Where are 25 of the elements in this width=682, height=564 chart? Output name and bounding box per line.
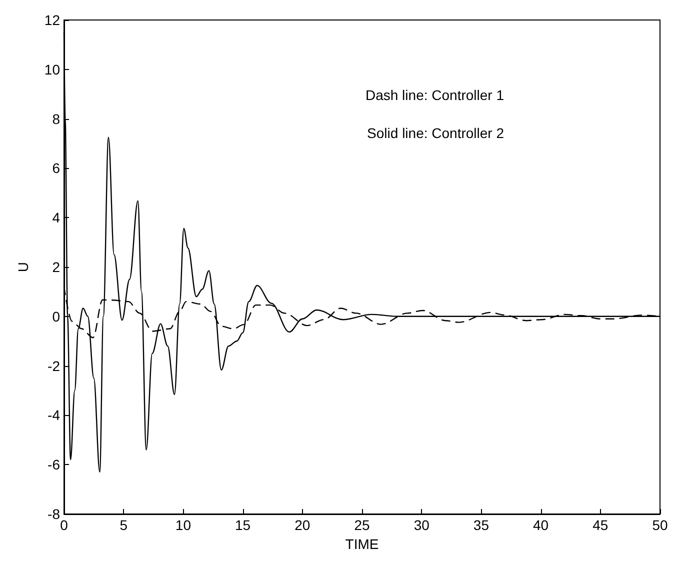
y-tick-label: -2 — [48, 358, 60, 374]
x-tick-label: 15 — [235, 517, 251, 533]
x-tick-label: 45 — [592, 517, 608, 533]
y-tick-label: 8 — [52, 110, 60, 127]
x-tick-label: 35 — [473, 517, 490, 533]
x-tick-label: 30 — [414, 517, 430, 533]
x-tick-label: 5 — [120, 517, 128, 533]
y-axis-title: U — [15, 262, 31, 272]
y-tick-label: 6 — [52, 160, 60, 176]
x-tick-label: 25 — [354, 517, 370, 533]
y-tick-label: 0 — [52, 308, 60, 324]
x-tick-label: 50 — [652, 517, 668, 533]
y-tick-label: -4 — [48, 407, 60, 424]
x-tick-label: 10 — [175, 517, 192, 533]
annotation: Dash line: Controller 1 — [365, 87, 504, 103]
annotation: Solid line: Controller 2 — [367, 125, 504, 141]
y-tick-label: 12 — [44, 12, 60, 28]
y-tick-label: 4 — [52, 210, 60, 226]
y-tick-label: -6 — [48, 456, 60, 473]
x-axis-title: TIME — [345, 536, 379, 552]
x-tick-label: 40 — [533, 517, 549, 533]
y-tick-label: 2 — [52, 259, 60, 275]
y-tick-label: -8 — [48, 506, 60, 522]
y-tick-label: 10 — [44, 61, 60, 78]
x-tick-label: 20 — [294, 517, 310, 533]
